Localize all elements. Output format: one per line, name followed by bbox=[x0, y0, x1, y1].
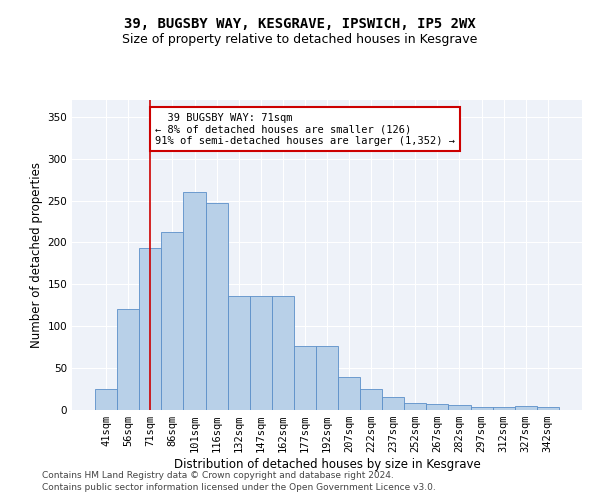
Text: 39 BUGSBY WAY: 71sqm
← 8% of detached houses are smaller (126)
91% of semi-detac: 39 BUGSBY WAY: 71sqm ← 8% of detached ho… bbox=[155, 112, 455, 146]
Bar bbox=[338, 378, 360, 410]
Text: Contains HM Land Registry data © Crown copyright and database right 2024.: Contains HM Land Registry data © Crown c… bbox=[42, 471, 394, 480]
Bar bbox=[184, 192, 206, 410]
Bar bbox=[404, 404, 427, 410]
Bar bbox=[515, 406, 537, 410]
Bar bbox=[206, 203, 227, 410]
Bar bbox=[227, 296, 250, 410]
Bar bbox=[272, 296, 294, 410]
Text: Size of property relative to detached houses in Kesgrave: Size of property relative to detached ho… bbox=[122, 32, 478, 46]
Bar bbox=[537, 408, 559, 410]
Bar bbox=[360, 389, 382, 410]
Bar bbox=[95, 389, 117, 410]
Bar bbox=[161, 232, 184, 410]
Y-axis label: Number of detached properties: Number of detached properties bbox=[30, 162, 43, 348]
Bar bbox=[139, 248, 161, 410]
Text: Contains public sector information licensed under the Open Government Licence v3: Contains public sector information licen… bbox=[42, 484, 436, 492]
Text: 39, BUGSBY WAY, KESGRAVE, IPSWICH, IP5 2WX: 39, BUGSBY WAY, KESGRAVE, IPSWICH, IP5 2… bbox=[124, 18, 476, 32]
Bar bbox=[427, 404, 448, 410]
Bar bbox=[294, 346, 316, 410]
Bar bbox=[117, 310, 139, 410]
Bar bbox=[316, 346, 338, 410]
Bar bbox=[470, 406, 493, 410]
Bar bbox=[448, 405, 470, 410]
Bar bbox=[250, 296, 272, 410]
Bar bbox=[493, 406, 515, 410]
X-axis label: Distribution of detached houses by size in Kesgrave: Distribution of detached houses by size … bbox=[173, 458, 481, 471]
Bar bbox=[382, 398, 404, 410]
